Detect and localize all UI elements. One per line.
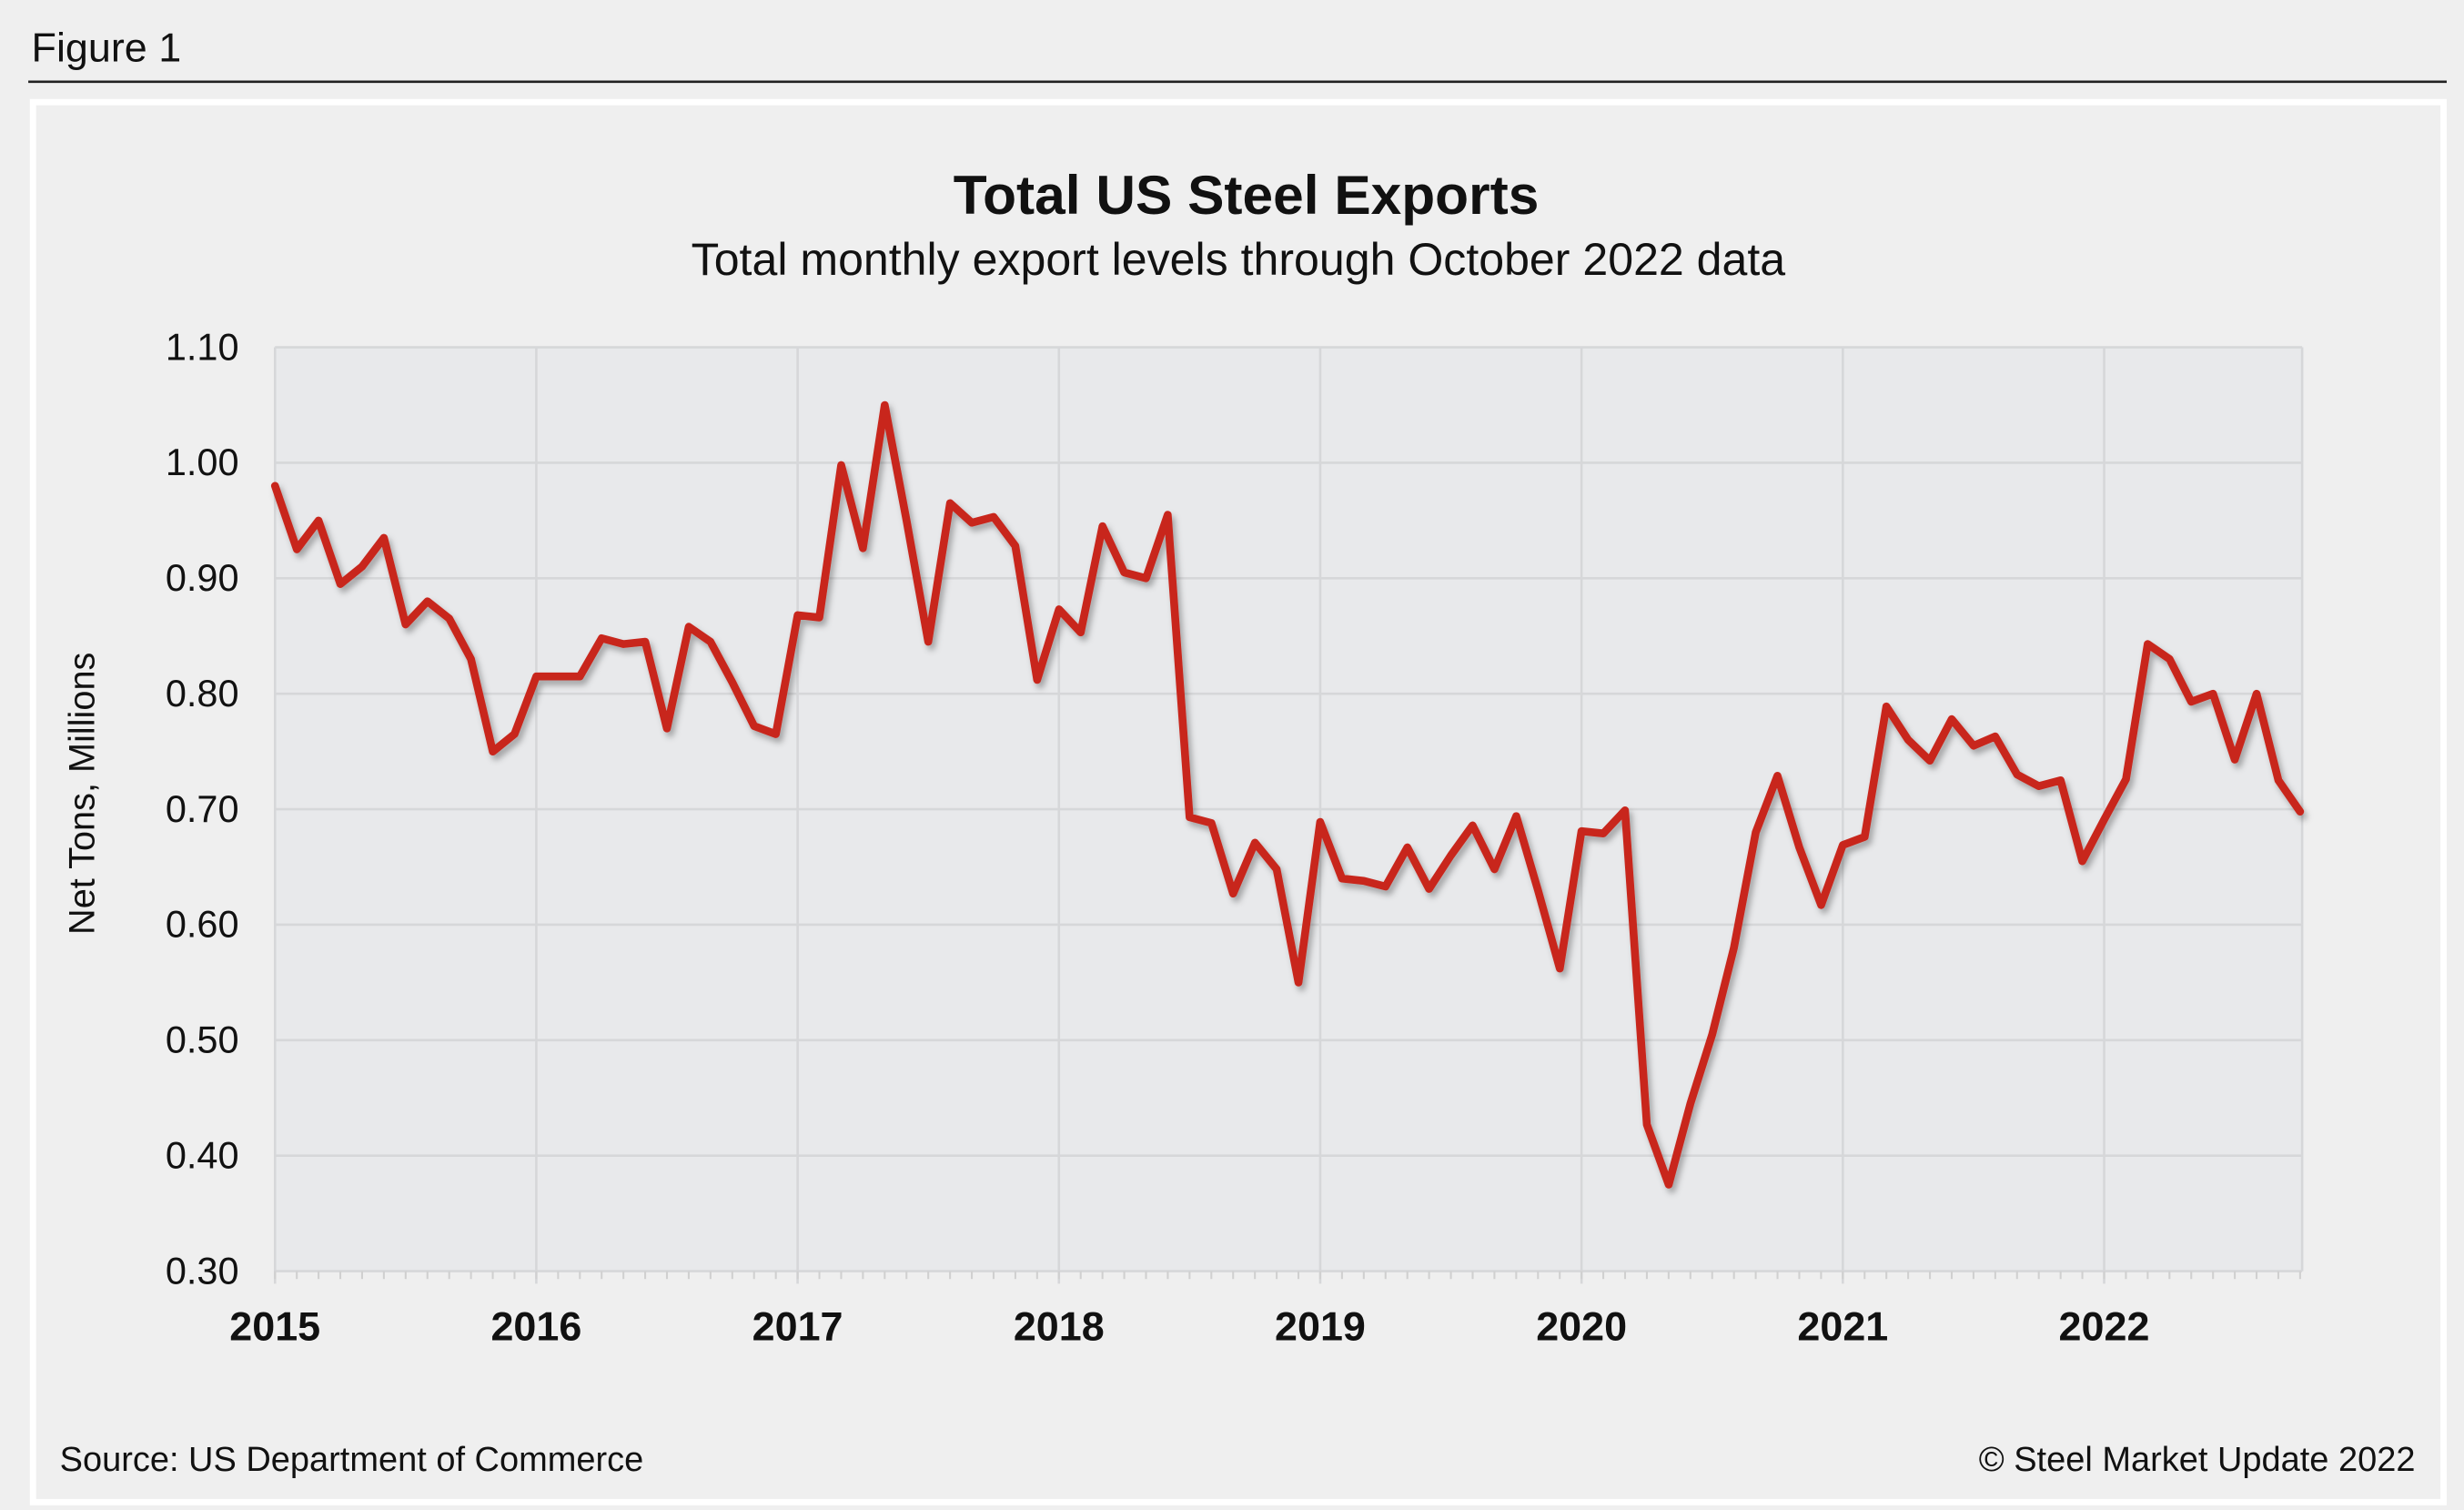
y-axis: 0.30 0.40 0.50 0.60 0.70 0.80 0.90 1.00 1.10 [166, 325, 239, 1292]
x-tick-label: 2019 [1275, 1303, 1366, 1350]
figure-label: Figure 1 [32, 24, 182, 70]
chart-title: Total US Steel Exports [954, 164, 1540, 226]
y-tick-label: 1.10 [166, 325, 239, 368]
x-tick-label: 2020 [1536, 1303, 1627, 1350]
source-note: Source: US Department of Commerce [60, 1441, 644, 1479]
series-line-total-exports [270, 400, 2305, 1189]
chart-subtitle: Total monthly export levels through Octo… [692, 234, 1786, 285]
copyright-note: © Steel Market Update 2022 [1979, 1441, 2416, 1479]
x-tick-label: 2017 [752, 1303, 843, 1350]
x-tick-label: 2015 [229, 1303, 320, 1350]
y-tick-label: 0.30 [166, 1249, 239, 1292]
y-tick-label: 1.00 [166, 441, 239, 483]
data-points [275, 404, 2301, 1185]
x-tick-label: 2016 [490, 1303, 581, 1350]
x-tick-label: 2021 [1797, 1303, 1888, 1350]
y-tick-label: 0.60 [166, 903, 239, 946]
y-tick-label: 0.70 [166, 787, 239, 830]
y-tick-label: 0.40 [166, 1134, 239, 1177]
y-axis-title: Net Tons, Millions [63, 653, 103, 935]
x-tick-label: 2018 [1014, 1303, 1105, 1350]
y-tick-label: 0.80 [166, 672, 239, 714]
x-tick-label: 2022 [2059, 1303, 2150, 1350]
y-tick-label: 0.50 [166, 1018, 239, 1061]
x-axis: 2015 2016 2017 2018 2019 2020 2021 2022 [229, 1303, 2149, 1350]
y-tick-label: 0.90 [166, 556, 239, 599]
